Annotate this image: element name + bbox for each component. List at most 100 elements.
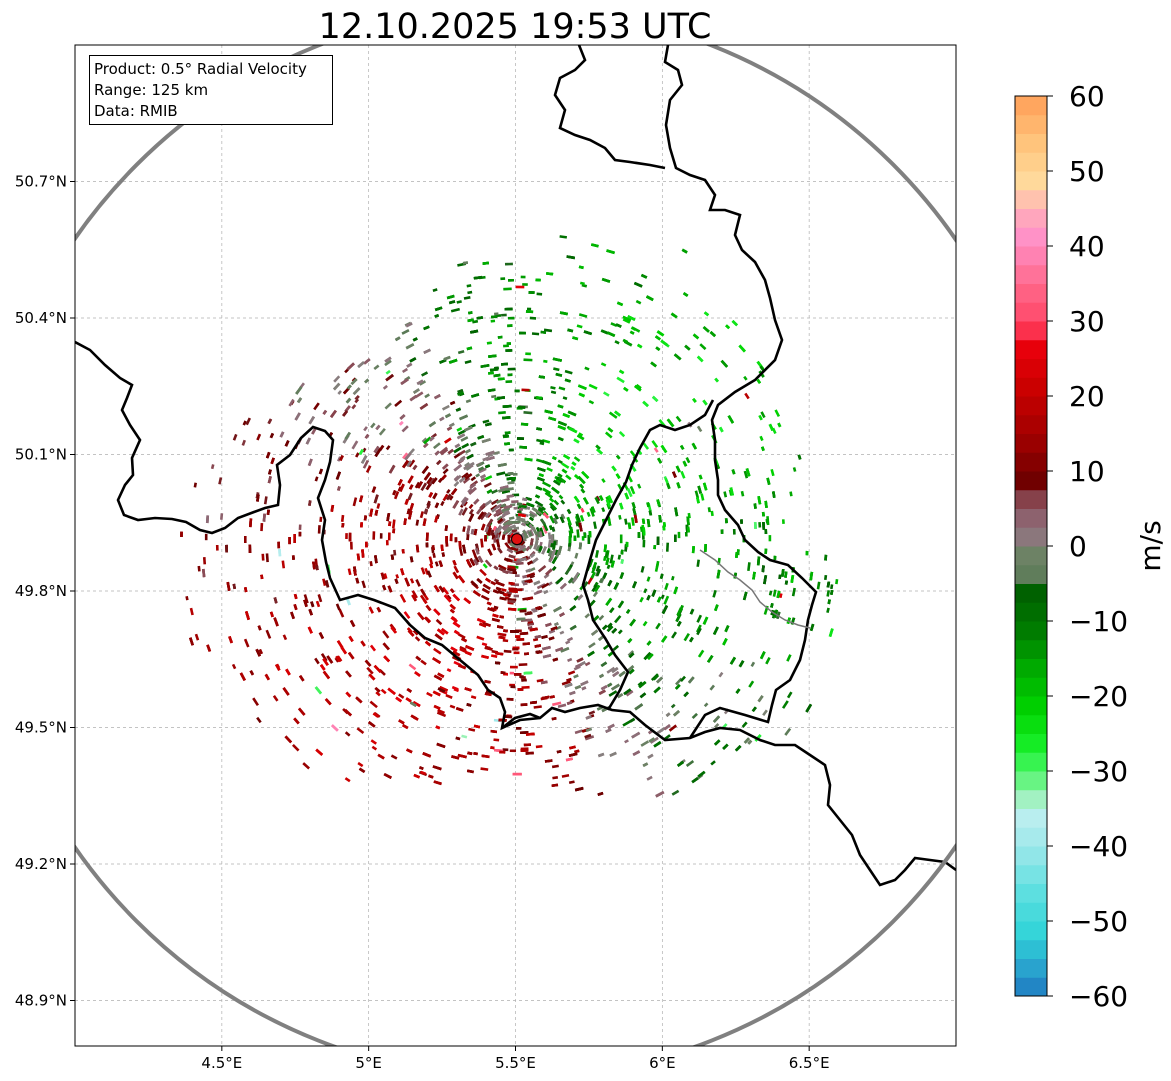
colorbar-segment [1015, 564, 1047, 584]
velocity-gate [731, 469, 736, 475]
velocity-gate [392, 490, 397, 496]
velocity-gate [422, 752, 432, 758]
velocity-gate [499, 596, 507, 601]
colorbar-segment [1015, 527, 1047, 547]
velocity-gate [578, 542, 583, 550]
velocity-gate [643, 588, 648, 594]
x-axis: 4.5°E 5°E 5.5°E 6°E 6.5°E [201, 1046, 830, 1072]
velocity-gate [551, 566, 557, 571]
velocity-gate [679, 444, 685, 450]
velocity-gate [334, 657, 340, 663]
velocity-gate [453, 464, 463, 472]
velocity-gate [507, 535, 511, 544]
velocity-gate [446, 488, 451, 494]
velocity-gate [473, 275, 483, 280]
velocity-gate [663, 724, 671, 731]
velocity-gate [341, 523, 345, 528]
velocity-gate [553, 367, 560, 372]
velocity-gate [674, 507, 679, 517]
velocity-gate [428, 556, 434, 565]
velocity-gate [756, 378, 762, 384]
velocity-gate [372, 712, 379, 718]
velocity-gate [344, 431, 351, 440]
velocity-gate [226, 581, 231, 591]
velocity-gate [618, 514, 622, 520]
velocity-gate [565, 757, 573, 762]
colorbar-segment [1015, 921, 1047, 941]
velocity-gate [399, 483, 405, 492]
velocity-gate [607, 723, 615, 730]
velocity-gate [509, 749, 517, 753]
velocity-gate [639, 596, 644, 603]
velocity-gate [768, 423, 774, 431]
velocity-gate [824, 574, 828, 581]
velocity-gate [314, 686, 323, 695]
velocity-gate [494, 366, 499, 370]
velocity-gate [423, 472, 432, 481]
velocity-gate [627, 650, 635, 657]
velocity-gate [432, 492, 438, 500]
velocity-gate [491, 489, 498, 495]
velocity-gate [557, 404, 564, 409]
colorbar-segment [1015, 302, 1047, 322]
velocity-gate [691, 776, 700, 784]
velocity-gate [498, 411, 506, 415]
velocity-gate [356, 727, 365, 735]
velocity-gate [438, 585, 445, 593]
velocity-gate [502, 639, 509, 643]
velocity-gate [394, 399, 403, 408]
velocity-gate [440, 544, 444, 552]
velocity-gate [369, 700, 378, 709]
velocity-gate [468, 503, 474, 510]
velocity-gate [648, 737, 656, 743]
velocity-gate [578, 392, 585, 398]
velocity-gate [525, 732, 535, 736]
velocity-gate [318, 468, 324, 475]
velocity-gate [425, 532, 429, 542]
velocity-gate [364, 433, 370, 439]
velocity-gate [536, 438, 545, 444]
velocity-gate [741, 721, 748, 728]
velocity-gate [272, 695, 279, 702]
velocity-gate [578, 432, 584, 437]
velocity-gate [515, 550, 525, 555]
velocity-gate [437, 708, 446, 715]
velocity-gate [592, 591, 598, 598]
colorbar-segment [1015, 621, 1047, 641]
velocity-gate [475, 473, 481, 478]
velocity-gate [490, 580, 497, 586]
velocity-gate [652, 674, 659, 681]
velocity-gate [576, 529, 580, 538]
colorbar-segment [1015, 227, 1047, 247]
velocity-gate [488, 371, 494, 375]
velocity-gate [417, 481, 423, 489]
velocity-gate [540, 518, 546, 526]
velocity-gate [452, 650, 461, 657]
velocity-gate [421, 465, 429, 474]
velocity-gate [465, 399, 472, 404]
velocity-gate [406, 748, 413, 754]
velocity-gate [463, 425, 473, 432]
velocity-gate [490, 315, 498, 319]
velocity-gate [612, 644, 620, 651]
velocity-gate [557, 420, 567, 427]
velocity-gate [622, 338, 629, 344]
velocity-gate [446, 294, 455, 300]
velocity-gate [607, 495, 614, 504]
velocity-gate [333, 382, 341, 391]
velocity-gate [455, 407, 462, 412]
velocity-gate [206, 644, 212, 652]
velocity-gate [525, 310, 534, 314]
velocity-gate [413, 716, 419, 721]
velocity-gate [551, 764, 559, 769]
velocity-gate [433, 394, 441, 400]
velocity-gate [559, 612, 565, 618]
velocity-gate [360, 640, 366, 647]
velocity-gate [345, 533, 348, 540]
velocity-gate [353, 569, 357, 576]
velocity-gate [484, 679, 491, 684]
velocity-gate [320, 653, 328, 662]
colorbar-segment [1015, 639, 1047, 659]
velocity-gate [491, 617, 500, 623]
velocity-gate [433, 608, 441, 616]
